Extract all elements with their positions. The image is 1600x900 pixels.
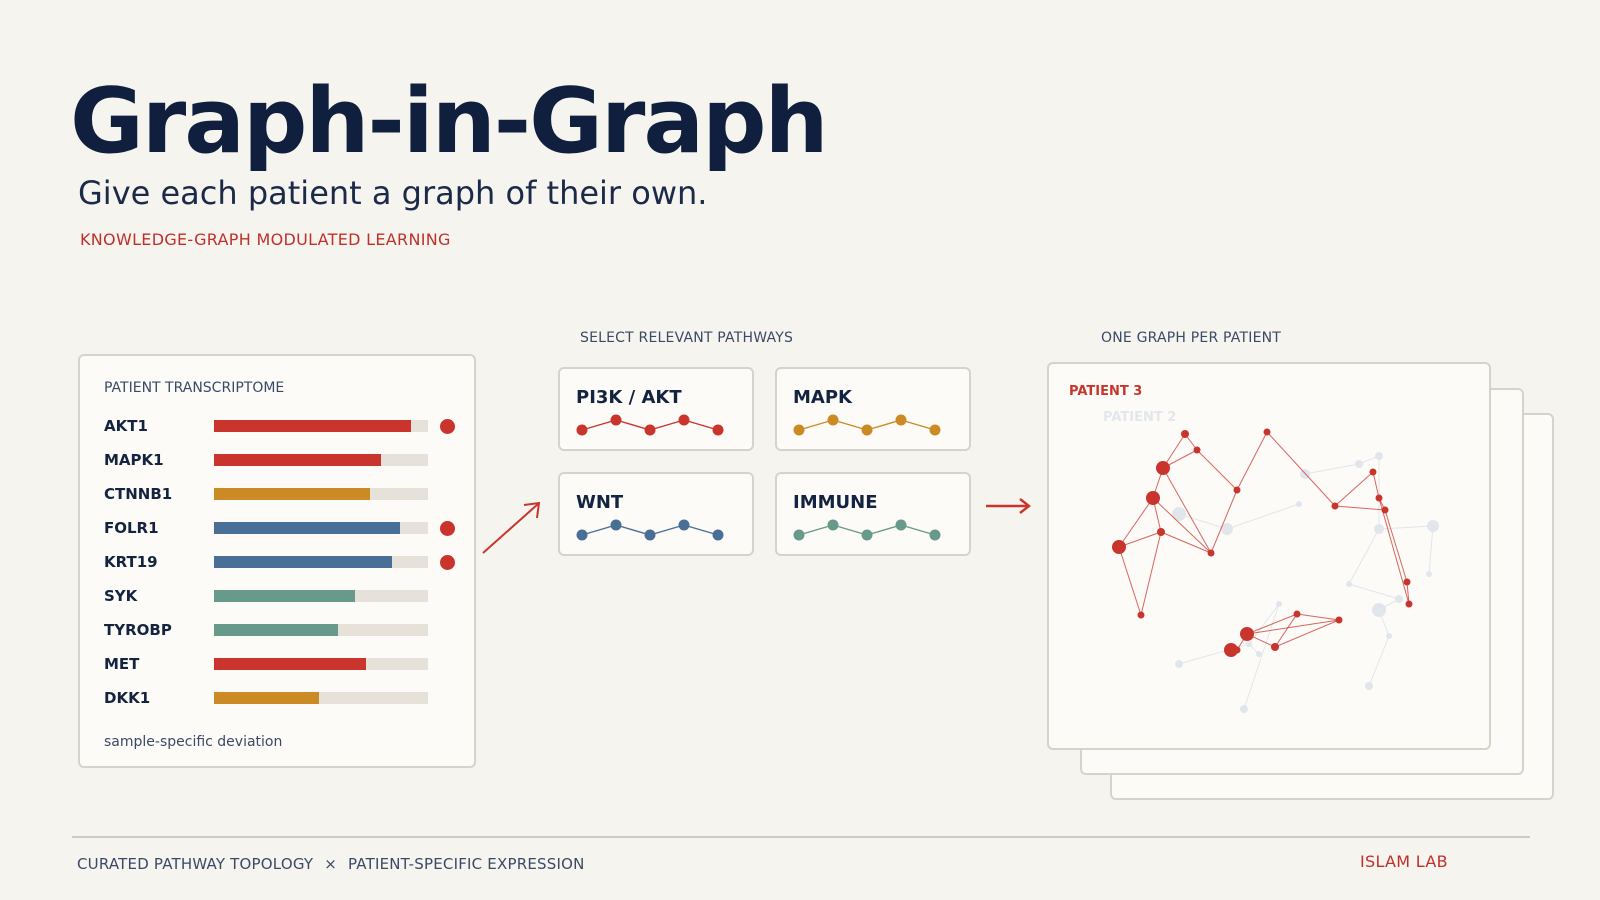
expression-bar bbox=[214, 522, 401, 534]
gene-row: DKK1 bbox=[104, 688, 464, 708]
expression-bar bbox=[214, 556, 392, 568]
expression-bar-track bbox=[214, 590, 428, 602]
expression-bar bbox=[214, 658, 366, 670]
pathway-topology-icon bbox=[793, 414, 941, 436]
transcriptome-footnote: sample-specific deviation bbox=[104, 734, 283, 750]
transcriptome-title: PATIENT TRANSCRIPTOME bbox=[104, 380, 285, 396]
pathway-card[interactable]: PI3K / AKT bbox=[558, 367, 754, 451]
pathway-name: IMMUNE bbox=[793, 492, 878, 513]
pathway-name: PI3K / AKT bbox=[576, 387, 682, 408]
gene-row: MAPK1 bbox=[104, 450, 464, 470]
gene-row: SYK bbox=[104, 586, 464, 606]
pathway-topology-icon bbox=[576, 414, 724, 436]
gene-name: AKT1 bbox=[104, 417, 148, 435]
pathway-topology-icon bbox=[576, 519, 724, 541]
expression-bar bbox=[214, 624, 339, 636]
transcriptome-panel: PATIENT TRANSCRIPTOME AKT1 MAPK1 CTNNB1 FOL… bbox=[78, 354, 476, 768]
pathways-label: SELECT RELEVANT PATHWAYS bbox=[580, 330, 794, 346]
footer-caption: CURATED PATHWAY TOPOLOGY × PATIENT-SPECI… bbox=[77, 855, 585, 873]
expression-bar-track bbox=[214, 624, 428, 636]
gene-name: CTNNB1 bbox=[104, 485, 173, 503]
footer-lab: ISLAM LAB bbox=[1360, 852, 1448, 871]
page-tagline: KNOWLEDGE-GRAPH MODULATED LEARNING bbox=[80, 230, 451, 249]
gene-name: MAPK1 bbox=[104, 451, 164, 469]
gene-name: DKK1 bbox=[104, 689, 151, 707]
expression-bar-track bbox=[214, 522, 428, 534]
arrow-to-pathways-icon bbox=[482, 501, 541, 554]
footer-divider bbox=[72, 836, 1530, 838]
patient-card-front: PATIENT 2 PATIENT 3 bbox=[1047, 362, 1491, 750]
pathway-topology-icon bbox=[793, 519, 941, 541]
patient-2-label: PATIENT 2 bbox=[1103, 410, 1177, 425]
gene-name: FOLR1 bbox=[104, 519, 159, 537]
gene-name: TYROBP bbox=[104, 621, 172, 639]
expression-bar-track bbox=[214, 454, 428, 466]
expression-bar-track bbox=[214, 420, 428, 432]
footer-separator: × bbox=[324, 855, 338, 873]
deviation-dot-icon bbox=[440, 555, 455, 570]
expression-bar bbox=[214, 454, 381, 466]
expression-bar-track bbox=[214, 692, 428, 704]
pathway-name: MAPK bbox=[793, 387, 852, 408]
gene-row: TYROBP bbox=[104, 620, 464, 640]
expression-bar bbox=[214, 692, 319, 704]
expression-bar bbox=[214, 590, 356, 602]
pathway-card[interactable]: IMMUNE bbox=[775, 472, 971, 556]
expression-bar-track bbox=[214, 658, 428, 670]
gene-name: SYK bbox=[104, 587, 138, 605]
pathway-card[interactable]: MAPK bbox=[775, 367, 971, 451]
arrow-to-graphs-icon bbox=[986, 498, 1031, 514]
gene-row: AKT1 bbox=[104, 416, 464, 436]
expression-bar bbox=[214, 420, 411, 432]
deviation-dot-icon bbox=[440, 419, 455, 434]
patient-3-label: PATIENT 3 bbox=[1069, 384, 1143, 399]
gene-row: FOLR1 bbox=[104, 518, 464, 538]
patient-graph bbox=[1112, 428, 1439, 713]
deviation-dot-icon bbox=[440, 521, 455, 536]
gene-row: CTNNB1 bbox=[104, 484, 464, 504]
gene-name: KRT19 bbox=[104, 553, 158, 571]
graphs-label: ONE GRAPH PER PATIENT bbox=[1101, 330, 1282, 346]
page-subtitle: Give each patient a graph of their own. bbox=[78, 174, 708, 212]
expression-bar bbox=[214, 488, 371, 500]
gene-name: MET bbox=[104, 655, 140, 673]
page-title: Graph-in-Graph bbox=[70, 69, 829, 174]
pathway-name: WNT bbox=[576, 492, 624, 513]
pathway-card[interactable]: WNT bbox=[558, 472, 754, 556]
gene-row: MET bbox=[104, 654, 464, 674]
gene-row: KRT19 bbox=[104, 552, 464, 572]
footer-expression: PATIENT-SPECIFIC EXPRESSION bbox=[348, 855, 585, 873]
expression-bar-track bbox=[214, 556, 428, 568]
expression-bar-track bbox=[214, 488, 428, 500]
footer-topology: CURATED PATHWAY TOPOLOGY bbox=[77, 855, 314, 873]
